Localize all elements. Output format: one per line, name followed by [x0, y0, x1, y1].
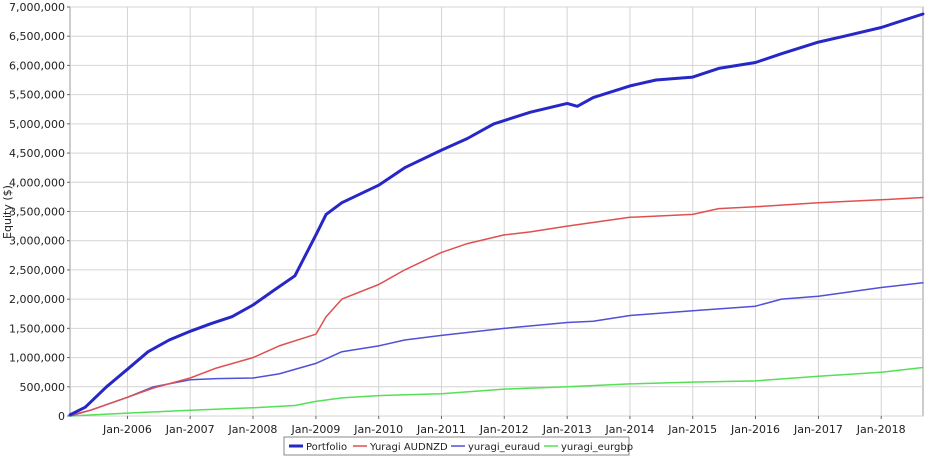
x-tick-label: Jan-2013: [542, 423, 592, 436]
series-line-portfolio: [68, 12, 925, 417]
y-tick-label: 500,000: [20, 381, 66, 394]
legend-label-yuragi-audnzd: Yuragi AUDNZD: [369, 442, 448, 453]
y-tick-label: 5,500,000: [9, 89, 65, 102]
legend-label-yuragi-eurgbp: yuragi_eurgbp: [561, 442, 633, 453]
x-tick-label: Jan-2015: [667, 423, 717, 436]
y-tick-label: 7,000,000: [9, 1, 65, 14]
series-line-yuragi-euraud: [69, 282, 924, 417]
y-tick-label: 0: [58, 410, 65, 423]
y-tick-label: 4,000,000: [9, 176, 65, 189]
y-tick-label: 3,000,000: [9, 235, 65, 248]
y-tick-label: 6,500,000: [9, 30, 65, 43]
y-tick-label: 3,500,000: [9, 206, 65, 219]
grid-lines: [70, 6, 923, 417]
y-axis: 0 500,000 1,000,000 1,500,000 2,000,000 2,500…: [9, 1, 70, 423]
x-tick-label: Jan-2006: [102, 423, 152, 436]
x-tick-label: Jan-2014: [604, 423, 654, 436]
series-line-yuragi-eurgbp: [69, 366, 924, 417]
x-tick-label: Jan-2007: [165, 423, 215, 436]
x-tick-label: Jan-2018: [856, 423, 906, 436]
x-tick-label: Jan-2008: [228, 423, 278, 436]
y-axis-title: Equity ($): [1, 185, 14, 239]
series-lines: [68, 12, 925, 417]
y-tick-label: 2,500,000: [9, 264, 65, 277]
y-tick-label: 2,000,000: [9, 293, 65, 306]
x-tick-label: Jan-2010: [353, 423, 403, 436]
y-tick-label: 1,000,000: [9, 352, 65, 365]
legend-label-yuragi-euraud: yuragi_euraud: [468, 442, 540, 453]
x-axis: Jan-2006 Jan-2007 Jan-2008 Jan-2009 Jan-2010…: [102, 416, 906, 436]
y-tick-label: 4,500,000: [9, 147, 65, 160]
x-tick-label: Jan-2017: [793, 423, 843, 436]
x-tick-label: Jan-2012: [479, 423, 529, 436]
y-tick-label: 1,500,000: [9, 322, 65, 335]
series-line-yuragi-audnzd: [69, 196, 924, 417]
x-tick-label: Jan-2016: [730, 423, 780, 436]
x-tick-label: Jan-2011: [416, 423, 466, 436]
y-tick-label: 5,000,000: [9, 118, 65, 131]
y-tick-label: 6,000,000: [9, 59, 65, 72]
legend: Portfolio Yuragi AUDNZD yuragi_euraud yu…: [283, 436, 633, 456]
x-tick-label: Jan-2009: [290, 423, 340, 436]
legend-label-portfolio: Portfolio: [306, 442, 347, 453]
